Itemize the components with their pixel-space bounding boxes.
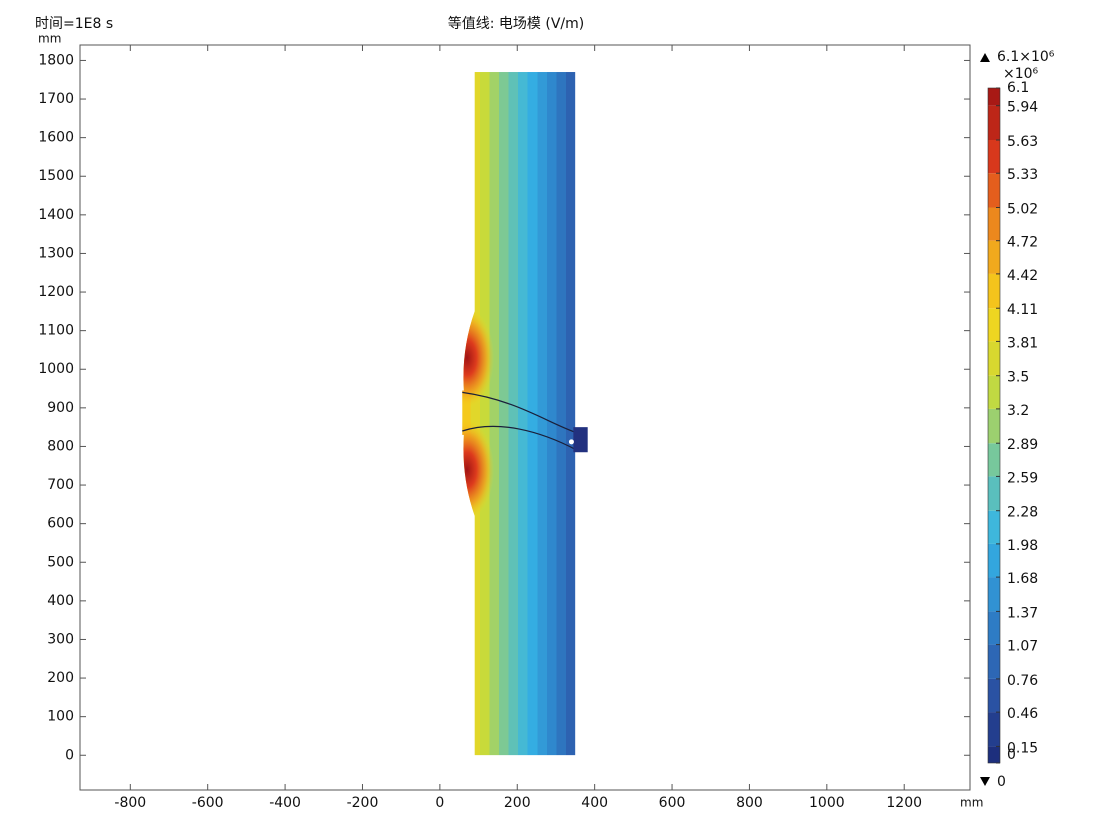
y-tick-label: 100 bbox=[47, 709, 74, 725]
colorbar-band bbox=[988, 88, 1000, 106]
colorbar-tick-label: 4.11 bbox=[1007, 302, 1038, 318]
y-tick-label: 600 bbox=[47, 516, 74, 532]
colorbar-tick-label: 1.07 bbox=[1007, 639, 1038, 655]
colorbar-band bbox=[988, 341, 1000, 376]
colorbar-multiplier: ×10⁶ bbox=[1003, 66, 1039, 82]
y-tick-label: 1400 bbox=[38, 207, 74, 223]
colorbar-tick-label: 3.5 bbox=[1007, 370, 1029, 386]
colorbar-tick-label: 4.72 bbox=[1007, 235, 1038, 251]
insulator-lower bbox=[462, 425, 578, 451]
colorbar-tick-label: 6.1 bbox=[1007, 80, 1029, 96]
insulator-upper bbox=[462, 391, 578, 434]
y-tick-label: 700 bbox=[47, 477, 74, 493]
colorbar-band bbox=[988, 105, 1000, 141]
y-tick-label: 400 bbox=[47, 593, 74, 609]
colorbar-max-label: 6.1×10⁶ bbox=[997, 49, 1055, 65]
colorbar-tick-label: 0.46 bbox=[1007, 706, 1038, 722]
x-tick-label: -800 bbox=[114, 795, 146, 811]
y-tick-label: 1800 bbox=[38, 52, 74, 68]
colorbar-tick-label: 5.63 bbox=[1007, 134, 1038, 150]
y-tick-label: 1300 bbox=[38, 245, 74, 261]
x-tick-label: 1000 bbox=[809, 795, 845, 811]
y-tick-label: 300 bbox=[47, 631, 74, 647]
hot-spot bbox=[462, 307, 495, 408]
hot-spot bbox=[462, 419, 495, 520]
colorbar-tick-label: 1.68 bbox=[1007, 571, 1038, 587]
colorbar-band bbox=[988, 408, 1000, 444]
plot-area bbox=[462, 72, 588, 756]
y-tick-label: 1000 bbox=[38, 361, 74, 377]
colorbar-tick-label: 4.42 bbox=[1007, 268, 1038, 284]
y-tick-label: 800 bbox=[47, 438, 74, 454]
field-region bbox=[462, 72, 576, 756]
colorbar-tick-label: 2.59 bbox=[1007, 470, 1038, 486]
colorbar-band bbox=[988, 173, 1000, 208]
x-tick-label: 800 bbox=[736, 795, 763, 811]
colorbar-tick-label: 3.2 bbox=[1007, 403, 1029, 419]
colorbar-tick-label: 2.89 bbox=[1007, 437, 1038, 453]
y-tick-label: 900 bbox=[47, 400, 74, 416]
x-tick-label: -200 bbox=[347, 795, 379, 811]
colorbar-min-label: 0 bbox=[997, 774, 1006, 790]
colorbar-band bbox=[988, 308, 1000, 342]
colorbar-band bbox=[988, 746, 1000, 763]
colorbar-tick-label: 0 bbox=[1007, 747, 1016, 763]
colorbar-tick-label: 5.02 bbox=[1007, 202, 1038, 218]
colorbar-tick-label: 1.37 bbox=[1007, 605, 1038, 621]
colorbar-band bbox=[988, 577, 1000, 612]
colorbar-band bbox=[988, 611, 1000, 645]
plot-frame bbox=[79, 44, 971, 791]
colorbar-band bbox=[988, 140, 1000, 174]
colorbar-tick-label: 5.33 bbox=[1007, 167, 1038, 183]
colorbar-band bbox=[988, 375, 1000, 409]
y-tick-label: 500 bbox=[47, 554, 74, 570]
x-tick-label: 400 bbox=[581, 795, 608, 811]
colorbar-band bbox=[988, 678, 1000, 713]
x-tick-label: -400 bbox=[269, 795, 301, 811]
connector bbox=[573, 427, 588, 453]
y-tick-label: 200 bbox=[47, 670, 74, 686]
colorbar-band bbox=[988, 443, 1000, 477]
connector-hole bbox=[568, 439, 574, 445]
colorbar-band bbox=[988, 644, 1000, 679]
colorbar-tick-label: 1.98 bbox=[1007, 538, 1038, 554]
y-tick-label: 0 bbox=[65, 747, 74, 763]
x-tick-label: 200 bbox=[504, 795, 531, 811]
y-tick-label: 1600 bbox=[38, 130, 74, 146]
colorbar-tick-label: 2.28 bbox=[1007, 505, 1038, 521]
y-tick-label: 1700 bbox=[38, 91, 74, 107]
x-tick-label: 0 bbox=[435, 795, 444, 811]
colorbar-tick-label: 3.81 bbox=[1007, 335, 1038, 351]
y-tick-label: 1100 bbox=[38, 323, 74, 339]
max-marker bbox=[980, 53, 990, 62]
min-marker bbox=[980, 777, 990, 786]
colorbar-band bbox=[988, 543, 1000, 578]
x-tick-label: 1200 bbox=[886, 795, 922, 811]
colorbar-tick-label: 0.15 bbox=[1007, 740, 1038, 756]
colorbar-band bbox=[988, 712, 1000, 747]
colorbar-band bbox=[988, 476, 1000, 511]
colorbar-tick-label: 5.94 bbox=[1007, 100, 1038, 116]
y-tick-label: 1500 bbox=[38, 168, 74, 184]
colorbar-band bbox=[988, 207, 1000, 241]
colorbar-band bbox=[988, 240, 1000, 274]
field-fill bbox=[462, 72, 576, 756]
time-label: 时间=1E8 s bbox=[35, 16, 113, 32]
colorbar-tick-label: 0.76 bbox=[1007, 673, 1038, 689]
x-tick-label: -600 bbox=[192, 795, 224, 811]
y-tick-label: 1200 bbox=[38, 284, 74, 300]
x-tick-label: 600 bbox=[659, 795, 686, 811]
colorbar-band bbox=[988, 273, 1000, 309]
y-unit: mm bbox=[38, 32, 61, 46]
colorbar-band bbox=[988, 510, 1000, 544]
chart-title: 等值线: 电场模 (V/m) bbox=[448, 15, 584, 32]
colorbar-frame bbox=[987, 87, 1001, 764]
x-unit: mm bbox=[960, 796, 983, 810]
